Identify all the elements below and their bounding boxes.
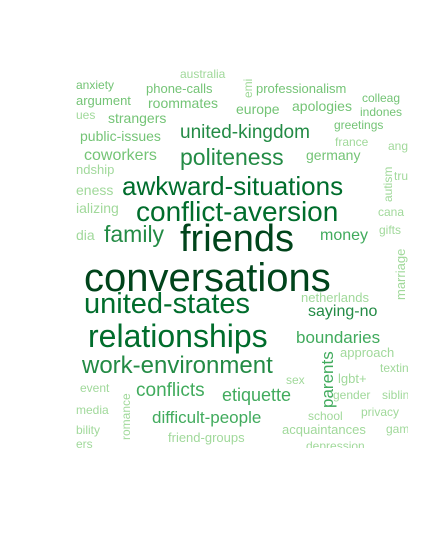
word-professionalism: professionalism bbox=[256, 81, 347, 96]
word-boundaries: boundaries bbox=[296, 328, 381, 347]
word-autism: autism bbox=[381, 166, 395, 202]
word-lgbt: lgbt+ bbox=[338, 371, 367, 386]
word-eness: eness bbox=[76, 182, 114, 198]
word-anxiety: anxiety bbox=[76, 78, 115, 92]
word-greetings: greetings bbox=[334, 118, 384, 132]
word-family: family bbox=[104, 221, 165, 247]
word-privacy: privacy bbox=[361, 405, 400, 419]
word-textin: textin bbox=[380, 361, 408, 375]
word-united-kingdom: united-kingdom bbox=[180, 122, 310, 143]
word-conversations: conversations bbox=[84, 256, 331, 300]
word-dia: dia bbox=[76, 227, 95, 243]
word-coworkers: coworkers bbox=[84, 147, 157, 164]
word-politeness: politeness bbox=[180, 144, 284, 170]
word-australia: australia bbox=[180, 68, 226, 81]
word-indones: indones bbox=[360, 105, 403, 119]
word-etiquette: etiquette bbox=[222, 385, 292, 405]
word-europe: europe bbox=[236, 101, 280, 117]
word-awkward-situations: awkward-situations bbox=[122, 171, 344, 201]
word-saying-no: saying-no bbox=[308, 303, 378, 320]
word-romance: romance bbox=[119, 393, 133, 440]
word-sex: sex bbox=[286, 373, 305, 387]
word-united-states: united-states bbox=[84, 288, 251, 320]
word-bility: bility bbox=[76, 423, 101, 437]
word-gifts: gifts bbox=[379, 223, 402, 237]
word-conflict-aversion: conflict-aversion bbox=[136, 196, 339, 227]
word-siblin: siblin bbox=[382, 388, 408, 402]
word-friends: friends bbox=[180, 218, 295, 260]
word-cana: cana bbox=[378, 205, 405, 219]
word-gam: gam bbox=[386, 422, 408, 436]
word-roommates: roommates bbox=[148, 95, 219, 111]
word-depression: depression bbox=[306, 439, 365, 448]
word-germany: germany bbox=[306, 147, 361, 163]
word-acquaintances: acquaintances bbox=[282, 422, 366, 437]
word-argument: argument bbox=[76, 93, 131, 108]
word-ndship: ndship bbox=[76, 162, 115, 177]
word-cloud: conversations friends relationships united-… bbox=[76, 68, 408, 448]
word-phone-calls: phone-calls bbox=[146, 81, 213, 96]
word-school: school bbox=[308, 409, 343, 423]
word-strangers: strangers bbox=[108, 110, 167, 126]
word-gender: gender bbox=[333, 388, 371, 402]
word-conflicts: conflicts bbox=[136, 380, 205, 401]
word-approach: approach bbox=[340, 345, 395, 360]
word-ers: ers bbox=[76, 437, 93, 448]
word-marriage: marriage bbox=[393, 248, 408, 300]
word-netherlands: netherlands bbox=[301, 290, 369, 305]
word-friend-groups: friend-groups bbox=[168, 430, 245, 445]
word-france: france bbox=[335, 135, 369, 149]
word-apologies: apologies bbox=[292, 98, 352, 114]
word-colleag: colleag bbox=[362, 91, 401, 105]
word-money: money bbox=[320, 227, 369, 244]
word-difficult-people: difficult-people bbox=[152, 408, 262, 427]
word-tru: tru bbox=[394, 169, 408, 183]
word-ang: ang bbox=[388, 139, 408, 153]
word-media: media bbox=[76, 403, 109, 417]
word-public-issues: public-issues bbox=[80, 128, 161, 144]
word-work-environment: work-environment bbox=[82, 352, 273, 379]
word-ues: ues bbox=[76, 108, 96, 122]
word-ializing: ializing bbox=[76, 200, 119, 216]
word-event: event bbox=[80, 381, 110, 395]
word-emi: emi bbox=[241, 78, 255, 98]
word-relationships: relationships bbox=[88, 318, 268, 354]
